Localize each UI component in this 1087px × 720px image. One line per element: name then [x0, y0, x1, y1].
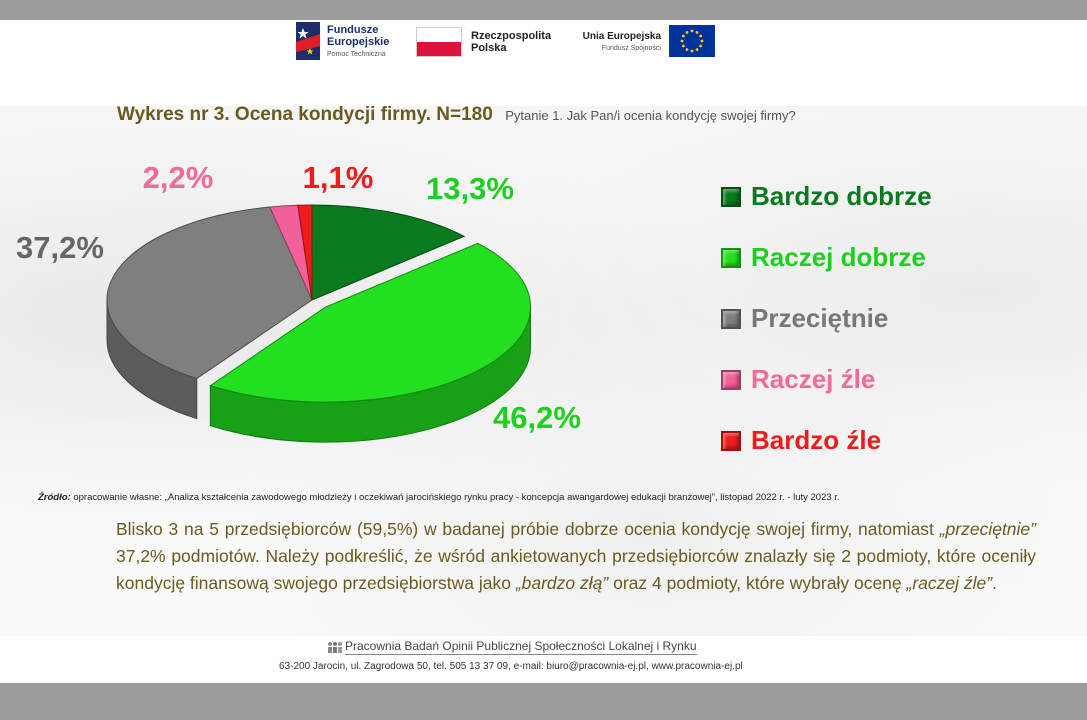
- eu-star-icon: [695, 48, 699, 52]
- eu-star-icon: [700, 39, 704, 43]
- footer-address: 63-200 Jarocin, ul. Zagrodowa 50, tel. 5…: [279, 661, 743, 672]
- eu-star-icon: [690, 49, 694, 53]
- description-italic-2: „bardzo złą”: [515, 573, 609, 593]
- eu-star-icon: [681, 34, 685, 38]
- footer-title: Pracownia Badań Opinii Publicznej Społec…: [345, 639, 697, 655]
- source-note: Źródło: opracowanie własne: „Analiza ksz…: [38, 492, 840, 503]
- fe-logo-title-line1: Fundusze: [327, 24, 379, 36]
- source-text: opracowanie własne: „Analiza kształcenia…: [70, 492, 840, 503]
- data-label-2: 46,2%: [493, 400, 581, 435]
- bottom-letterbox-bar: [0, 683, 1087, 720]
- description-text-4: .: [992, 573, 997, 593]
- data-label-3: 37,2%: [16, 230, 104, 265]
- data-label-1: 13,3%: [426, 171, 514, 206]
- pie-tops: [106, 204, 532, 403]
- eu-star-icon: [699, 44, 703, 48]
- legend-label: Bardzo dobrze: [751, 181, 932, 211]
- legend-label: Bardzo źle: [751, 425, 882, 455]
- pie-slice-2: [209, 242, 532, 403]
- description-paragraph: Blisko 3 na 5 przedsiębiorców (59,5%) w …: [116, 516, 1036, 597]
- legend-swatch: [721, 369, 741, 390]
- legend-item: Raczej dobrze: [721, 227, 932, 288]
- legend-item: Bardzo źle: [721, 410, 932, 471]
- pie-slice-1: [311, 204, 466, 301]
- pl-logo-line2: Polska: [471, 42, 507, 54]
- people-icon: [328, 642, 342, 653]
- pie-slice-3: [106, 206, 313, 380]
- chart-legend: Bardzo dobrze Raczej dobrze Przeciętnie Rac…: [721, 166, 932, 471]
- source-prefix: Źródło:: [38, 492, 71, 503]
- description-text-1: Blisko 3 na 5 przedsiębiorców (59,5%) w …: [116, 519, 940, 539]
- legend-swatch: [721, 247, 741, 268]
- legend-item: Bardzo dobrze: [721, 166, 932, 227]
- fe-logo-subtitle: Pomoc Techniczna: [327, 51, 386, 58]
- eu-star-icon: [685, 30, 689, 34]
- description-text-2: 37,2% podmiotów. Należy podkreślić, że w…: [116, 546, 1036, 593]
- fundusze-europejskie-logo-icon: [296, 22, 320, 60]
- pl-logo-line1: Rzeczpospolita: [471, 30, 552, 42]
- top-letterbox-bar: [0, 0, 1087, 20]
- legend-swatch: [721, 430, 741, 451]
- data-label-5: 1,1%: [303, 160, 374, 195]
- data-label-4: 2,2%: [143, 160, 214, 195]
- fe-logo-title-line2: Europejskie: [327, 36, 390, 48]
- legend-label: Przeciętnie: [751, 303, 889, 333]
- eu-star-icon: [690, 29, 694, 33]
- chart-title-row: Wykres nr 3. Ocena kondycji firmy. N=180…: [117, 104, 796, 126]
- legend-swatch: [721, 186, 741, 207]
- chart-subtitle: Pytanie 1. Jak Pan/i ocenia kondycję swo…: [505, 108, 796, 123]
- legend-label: Raczej źle: [751, 364, 876, 394]
- legend-swatch: [721, 308, 741, 329]
- description-italic-1: „przeciętnie”: [939, 519, 1036, 539]
- description-text-3: oraz 4 podmioty, które wybrały ocenę: [608, 573, 907, 593]
- chart-title: Wykres nr 3. Ocena kondycji firmy. N=180: [117, 104, 493, 125]
- ue-logo-subtitle: Fundusz Spójności: [601, 45, 661, 52]
- eu-star-icon: [681, 44, 685, 48]
- fe-logo-title: Fundusze Europejskie: [327, 24, 389, 48]
- description-italic-3: „raczej źle”: [906, 573, 993, 593]
- legend-item: Przeciętnie: [721, 288, 932, 349]
- ue-logo-title: Unia Europejska: [582, 31, 661, 42]
- eu-star-icon: [680, 39, 684, 43]
- eu-star-icon: [685, 48, 689, 52]
- eu-star-icon: [695, 30, 699, 34]
- eu-star-icon: [699, 34, 703, 38]
- pie-slice-5: [297, 204, 313, 301]
- eu-flag-icon: [669, 25, 715, 57]
- polish-flag-icon: [416, 27, 462, 57]
- pl-logo-text: Rzeczpospolita Polska: [471, 30, 551, 54]
- legend-item: Raczej źle: [721, 349, 932, 410]
- legend-label: Raczej dobrze: [751, 242, 926, 272]
